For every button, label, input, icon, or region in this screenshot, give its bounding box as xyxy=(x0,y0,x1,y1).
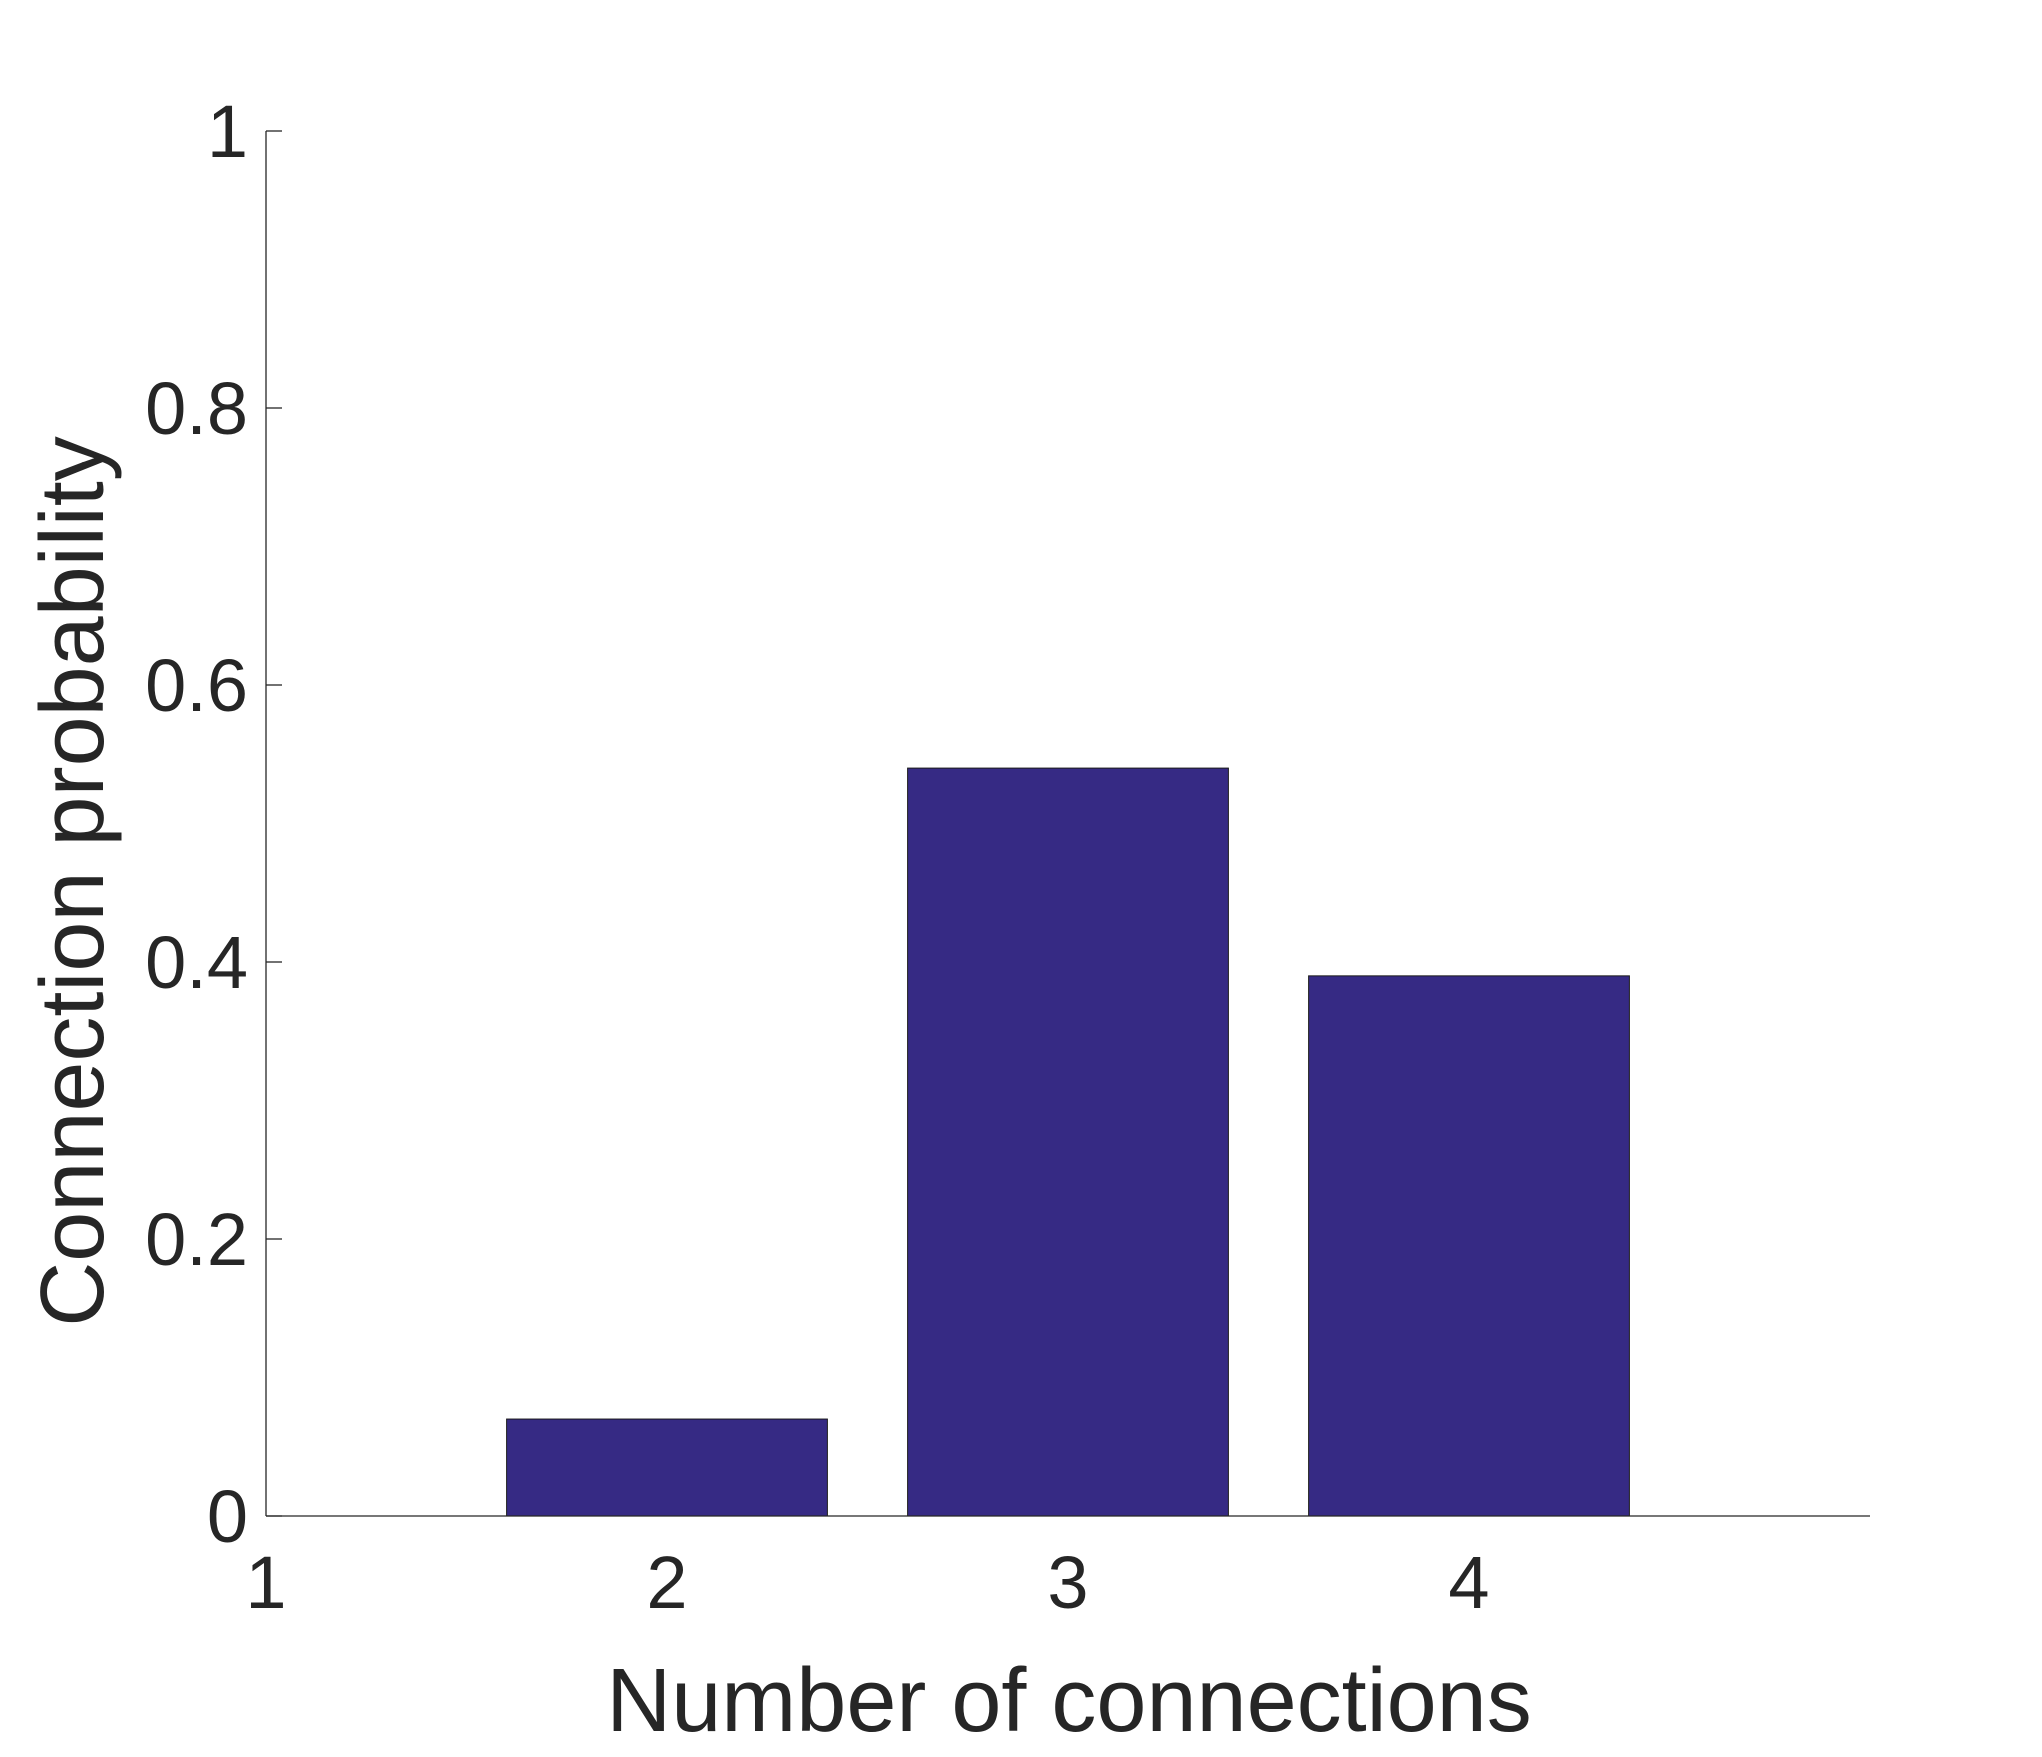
y-ticks: 0 0.2 0.4 0.6 0.8 1 xyxy=(145,90,282,1558)
x-axis-label: Number of connections xyxy=(606,1651,1532,1751)
y-tick-label: 0 xyxy=(207,1475,248,1558)
y-tick-label: 1 xyxy=(207,90,248,173)
y-tick-label: 0.8 xyxy=(145,367,248,450)
x-ticks: 1 2 3 4 xyxy=(245,1541,1489,1624)
axes-layer xyxy=(265,131,1870,1517)
y-tick-label: 0.4 xyxy=(145,921,248,1004)
bar-4 xyxy=(1308,975,1630,1517)
bar-2 xyxy=(506,1418,828,1517)
y-axis-label: Connection probability xyxy=(23,436,123,1327)
bars-layer xyxy=(506,767,1630,1517)
x-tick-label: 3 xyxy=(1047,1541,1088,1624)
y-tick-label: 0.6 xyxy=(145,644,248,727)
x-tick-label: 4 xyxy=(1448,1541,1489,1624)
y-tick-label: 0.2 xyxy=(145,1198,248,1281)
bar-3 xyxy=(907,767,1229,1517)
x-tick-label: 2 xyxy=(646,1541,687,1624)
x-tick-label: 1 xyxy=(245,1541,286,1624)
